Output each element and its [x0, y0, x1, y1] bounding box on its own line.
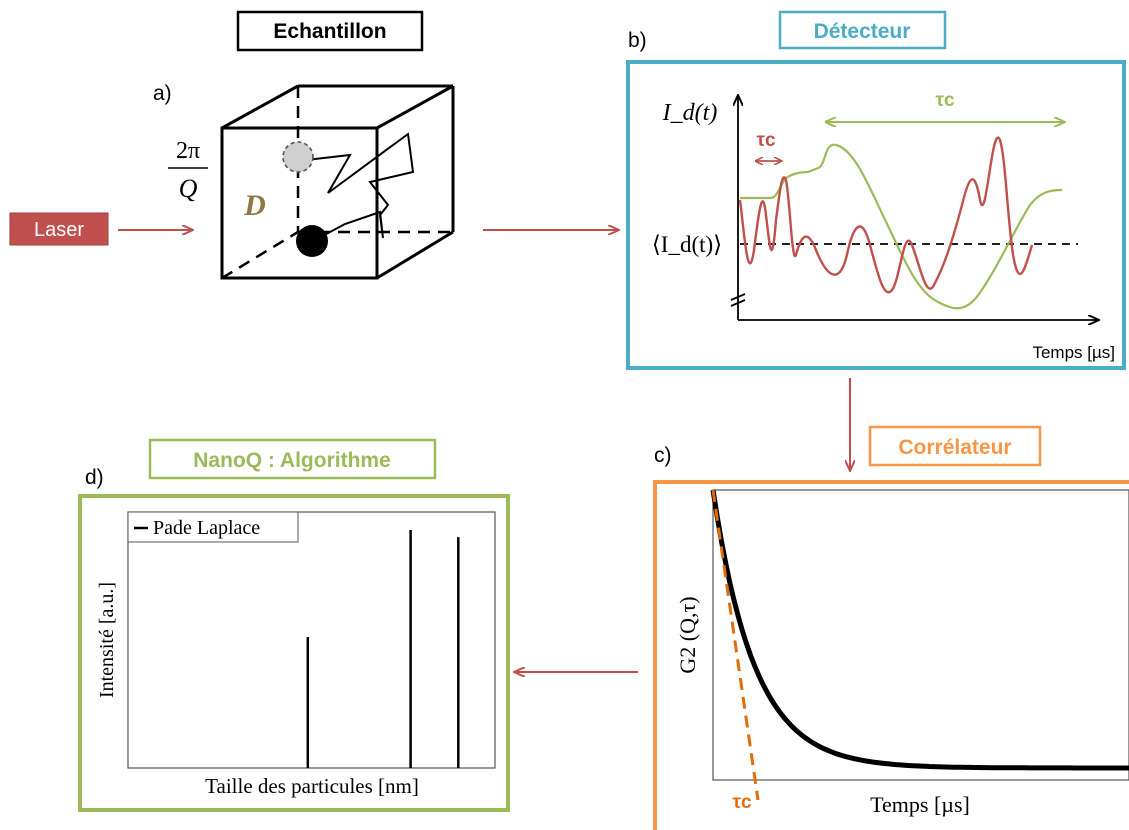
sample-title: Echantillon [273, 20, 386, 43]
correlator-frame [653, 480, 1129, 830]
panel-b-detector: Détecteur b) I_d(t) ⟨I_d(t)⟩ τc τc Temps… [626, 10, 1126, 370]
size-distribution-peaks [306, 530, 460, 768]
red-intensity-signal [738, 136, 1034, 294]
detector-y-label: I_d(t) [662, 100, 718, 126]
sample-cube [220, 84, 455, 280]
g2-decay-curve [710, 489, 1129, 771]
fraction-denominator: Q [179, 174, 198, 203]
algorithm-x-label: Taille des particules [nm] [205, 774, 419, 798]
panel-c-correlator: Corrélateur c) τc G2 (Q,τ) Temps [µs] [653, 425, 1129, 830]
panel-c-letter: c) [654, 444, 672, 467]
fraction-numerator: 2π [176, 138, 200, 164]
legend-box [127, 511, 299, 543]
particle-trajectory [305, 132, 415, 241]
panel-b-letter: b) [628, 29, 647, 52]
correlator-x-label: Temps [µs] [870, 792, 970, 817]
algorithm-frame [78, 494, 510, 812]
panel-a-sample: Echantillon a) D 2π Q [153, 10, 455, 280]
legend-label: Pade Laplace [153, 517, 260, 539]
tau-short-label: τc [756, 130, 775, 151]
particle-final-position [296, 225, 328, 257]
mean-intensity-label: ⟨I_d(t)⟩ [652, 232, 722, 257]
axis-break-icon [730, 293, 746, 307]
sample-title-box [236, 10, 424, 52]
algorithm-plot-area [127, 511, 496, 769]
panel-d-letter: d) [85, 466, 104, 489]
correlator-tau-label: τc [732, 792, 751, 813]
correlator-y-label: G2 (Q,τ) [675, 596, 700, 673]
panel-d-algorithm: NanoQ : Algorithme d) Pade Laplace Inten… [78, 438, 510, 812]
tau-long-label: τc [935, 90, 954, 111]
diffusion-coefficient-symbol: D [243, 189, 266, 222]
g2-initial-tangent [711, 489, 760, 801]
correlator-title: Corrélateur [898, 436, 1011, 459]
panel-a-letter: a) [153, 82, 172, 105]
detector-x-label: Temps [µs] [1032, 343, 1115, 362]
algorithm-title-box [148, 438, 437, 480]
particle-initial-position [282, 141, 314, 173]
detector-title-box [778, 10, 947, 50]
algorithm-y-label: Intensité [a.u.] [96, 582, 118, 698]
detector-frame [626, 60, 1126, 370]
laser-source: Laser [9, 212, 109, 246]
algorithm-title: NanoQ : Algorithme [193, 449, 391, 472]
correlator-plot-area [712, 489, 1129, 781]
correlator-title-box [868, 425, 1042, 467]
laser-box [9, 212, 109, 246]
detector-title: Détecteur [814, 20, 911, 43]
laser-label: Laser [34, 219, 84, 241]
